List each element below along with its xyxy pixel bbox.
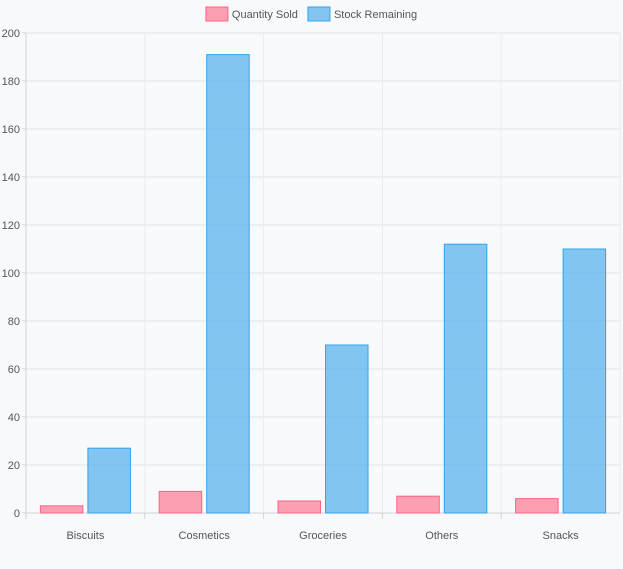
legend-label[interactable]: Quantity Sold xyxy=(232,9,298,21)
bar-stock-remaining[interactable] xyxy=(562,248,607,514)
y-tick-label: 100 xyxy=(2,268,20,280)
bar-stock-remaining[interactable] xyxy=(206,54,250,514)
axes xyxy=(25,33,620,519)
bar-quantity-sold[interactable] xyxy=(277,500,322,514)
x-tick-label: Snacks xyxy=(543,530,580,542)
y-tick-label: 180 xyxy=(2,76,20,88)
y-tick-label: 60 xyxy=(8,364,20,376)
y-tick-label: 160 xyxy=(2,124,20,136)
bar-stock-remaining[interactable] xyxy=(325,344,369,514)
bars xyxy=(39,54,607,514)
bar-quantity-sold[interactable] xyxy=(39,505,84,514)
legend-swatch[interactable] xyxy=(307,6,331,22)
x-tick-label: Biscuits xyxy=(66,530,104,542)
x-tick-label: Groceries xyxy=(299,530,347,542)
x-tick-label: Cosmetics xyxy=(179,530,231,542)
bar-quantity-sold[interactable] xyxy=(515,498,559,514)
y-tick-label: 20 xyxy=(8,460,20,472)
y-tick-label: 0 xyxy=(14,508,20,520)
y-tick-label: 80 xyxy=(8,316,20,328)
bar-quantity-sold[interactable] xyxy=(158,490,203,514)
y-tick-label: 40 xyxy=(8,412,20,424)
y-tick-label: 200 xyxy=(2,28,20,40)
bar-stock-remaining[interactable] xyxy=(443,243,488,514)
legend[interactable]: Quantity Sold Stock Remaining xyxy=(205,6,417,22)
legend-label[interactable]: Stock Remaining xyxy=(334,9,417,21)
grid-lines xyxy=(22,32,621,514)
x-tick-label: Others xyxy=(425,530,459,542)
bar-quantity-sold[interactable] xyxy=(396,495,440,514)
bar-stock-remaining[interactable] xyxy=(87,447,131,514)
y-tick-label: 140 xyxy=(2,172,20,184)
tick-labels: 0 20 40 60 80 100 120 140 160 180 200 Biscuits Cosme… xyxy=(2,28,579,542)
y-tick-label: 120 xyxy=(2,220,20,232)
legend-swatch[interactable] xyxy=(205,6,229,22)
